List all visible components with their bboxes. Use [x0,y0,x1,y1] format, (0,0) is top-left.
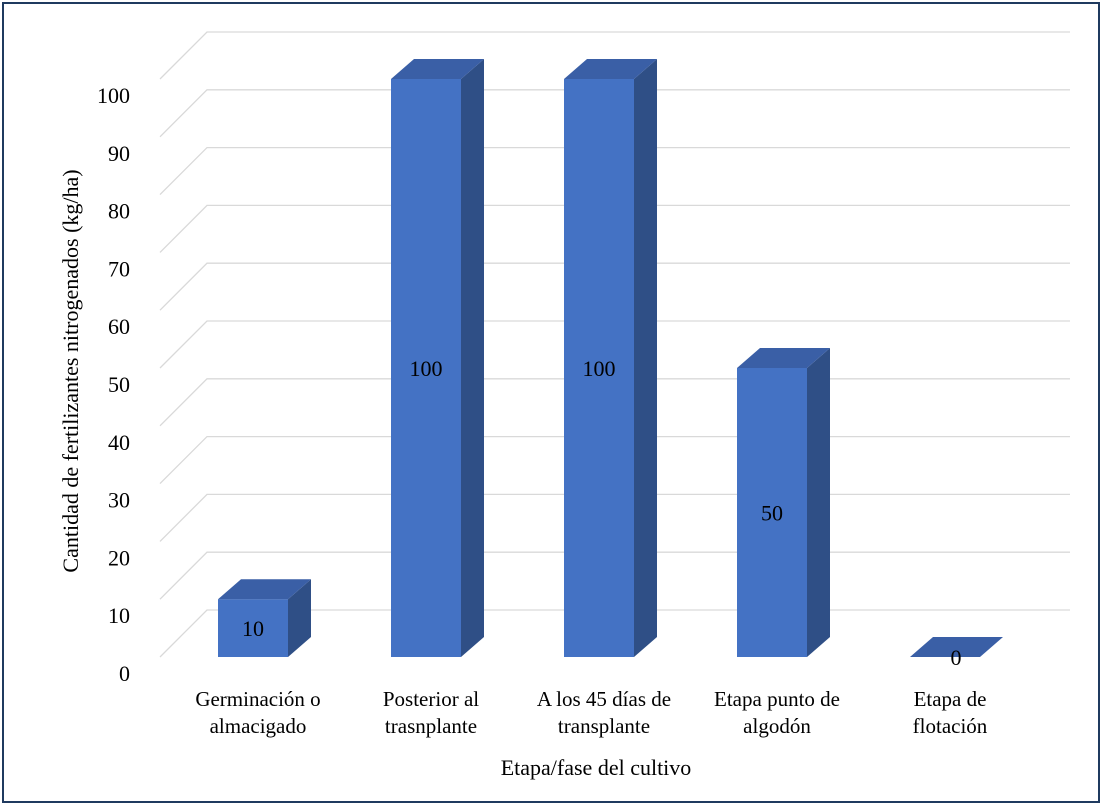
bar: 0 [910,637,1003,670]
y-tick-label: 40 [108,430,130,455]
bar: 10 [218,579,311,657]
x-category-label: A los 45 días de [537,687,671,711]
y-tick-label: 20 [108,545,130,570]
x-axis-title: Etapa/fase del cultivo [501,755,692,780]
x-category-label: Germinación o [195,687,320,711]
y-tick-label: 100 [97,83,130,108]
y-tick-label: 70 [108,256,130,281]
x-axis-categories: Germinación o almacigado Posterior al trasn… [195,687,988,738]
y-tick-label: 60 [108,314,130,339]
bar-top [391,59,484,79]
bar-top [564,59,657,79]
x-category-label: transplante [558,714,650,738]
data-label: 10 [242,616,264,641]
bar-top [737,348,830,368]
y-tick-label: 0 [119,661,130,686]
bar-side [634,59,657,657]
gridline [159,204,1070,253]
bar: 50 [737,348,830,657]
y-tick-label: 80 [108,199,130,224]
bar-side [461,59,484,657]
y-axis-ticks: 0 10 20 30 40 50 60 70 80 90 100 [97,83,130,686]
bars: 10 100 100 50 0 [218,59,1003,670]
bar-side [807,348,830,657]
gridline [159,146,1070,196]
y-tick-label: 10 [108,603,130,628]
data-label: 0 [951,645,962,670]
gridline [159,262,1070,311]
bar-front [564,79,634,657]
x-category-label: Posterior al [383,687,479,711]
bar: 100 [564,59,657,657]
data-label: 100 [410,356,443,381]
data-label: 100 [583,356,616,381]
x-category-label: flotación [913,714,988,738]
y-tick-label: 30 [108,488,130,513]
bar-top [218,579,311,600]
x-category-label: Etapa punto de [714,687,840,711]
bar-side [288,579,311,657]
bar-front [218,599,288,657]
bar-top [910,637,1003,657]
y-tick-label: 90 [108,141,130,166]
bar-front [737,368,807,657]
gridline [159,320,1070,369]
y-tick-label: 50 [108,372,130,397]
x-category-label: Etapa de [914,687,987,711]
gridline [159,31,1070,80]
bar-front [391,79,461,657]
x-category-label: trasnplante [385,714,477,738]
y-axis-title: Cantidad de fertilizantes nitrogenados (… [58,169,83,572]
gridline [159,89,1070,138]
data-label: 50 [761,501,783,526]
x-category-label: almacigado [210,714,307,738]
bar: 100 [391,59,484,657]
x-category-label: algodón [743,714,811,738]
